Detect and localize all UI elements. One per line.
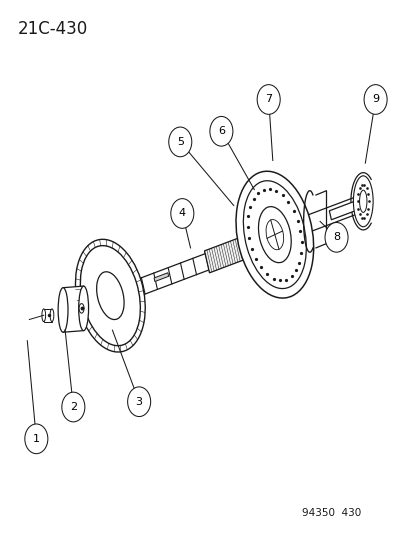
Ellipse shape — [75, 239, 145, 352]
Ellipse shape — [353, 176, 372, 227]
Circle shape — [171, 199, 193, 228]
Circle shape — [25, 424, 48, 454]
Polygon shape — [204, 227, 273, 273]
Ellipse shape — [359, 190, 366, 213]
Ellipse shape — [42, 309, 45, 321]
Text: 21C-430: 21C-430 — [18, 20, 88, 38]
Ellipse shape — [258, 207, 290, 263]
Polygon shape — [154, 273, 168, 281]
Circle shape — [169, 127, 191, 157]
Ellipse shape — [80, 246, 140, 346]
Ellipse shape — [235, 171, 313, 298]
Ellipse shape — [243, 181, 306, 288]
Text: 5: 5 — [176, 137, 183, 147]
Polygon shape — [76, 196, 362, 319]
Text: 6: 6 — [217, 126, 224, 136]
Circle shape — [127, 387, 150, 417]
Text: 94350  430: 94350 430 — [301, 508, 360, 519]
Circle shape — [256, 85, 280, 114]
Ellipse shape — [78, 286, 88, 330]
Text: 4: 4 — [178, 208, 185, 219]
Text: 1: 1 — [33, 434, 40, 444]
Polygon shape — [63, 286, 83, 332]
Circle shape — [324, 222, 347, 252]
Text: 2: 2 — [70, 402, 77, 412]
Ellipse shape — [50, 309, 54, 321]
Text: 9: 9 — [371, 94, 378, 104]
Text: 3: 3 — [135, 397, 142, 407]
Polygon shape — [44, 309, 52, 321]
Circle shape — [363, 85, 386, 114]
Ellipse shape — [58, 288, 68, 332]
Circle shape — [209, 116, 233, 146]
Polygon shape — [329, 199, 361, 220]
Text: 8: 8 — [332, 232, 339, 243]
Ellipse shape — [79, 304, 84, 313]
Ellipse shape — [96, 272, 124, 320]
Text: 7: 7 — [264, 94, 272, 104]
Ellipse shape — [266, 220, 283, 250]
Circle shape — [62, 392, 85, 422]
